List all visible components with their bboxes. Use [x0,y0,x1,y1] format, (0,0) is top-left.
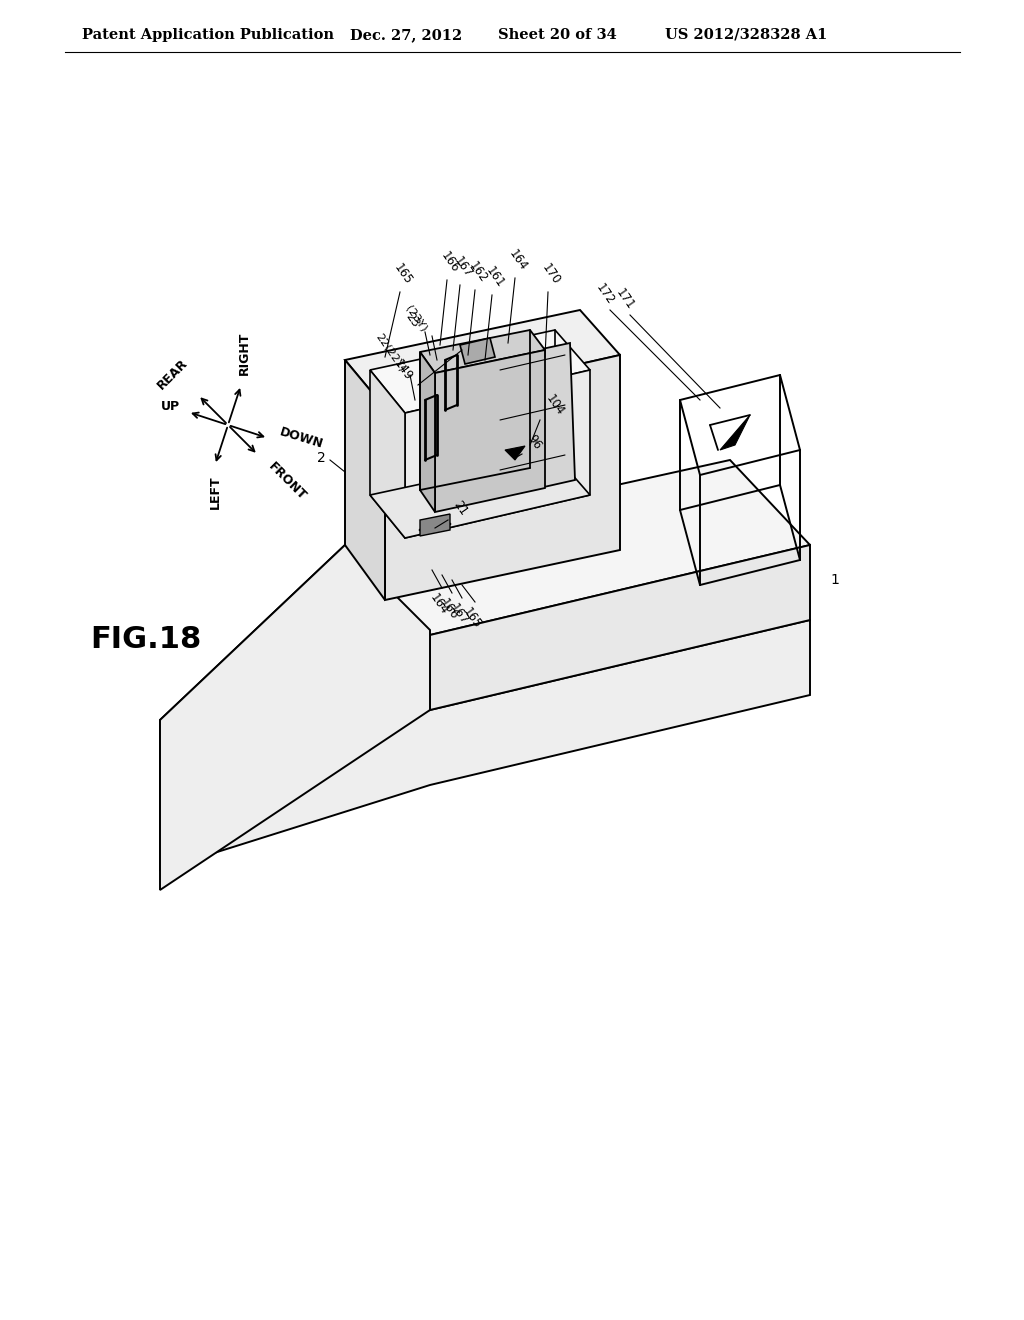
Text: 164: 164 [506,247,529,273]
Text: 104: 104 [543,392,566,418]
Polygon shape [345,459,810,635]
Text: 161: 161 [483,264,507,290]
Polygon shape [160,545,345,795]
Text: Patent Application Publication: Patent Application Publication [82,28,334,42]
Text: 165: 165 [391,261,415,286]
Text: FIG.18: FIG.18 [90,626,202,655]
Polygon shape [370,330,590,413]
Text: Sheet 20 of 34: Sheet 20 of 34 [498,28,616,42]
Polygon shape [370,370,406,539]
Polygon shape [345,360,385,601]
Text: 171: 171 [613,286,637,312]
Text: FRONT: FRONT [266,459,309,503]
Text: 166: 166 [437,597,461,622]
Text: 167: 167 [452,255,475,280]
Polygon shape [720,414,750,450]
Text: 172: 172 [593,281,616,308]
Text: 166: 166 [438,249,462,275]
Text: DOWN: DOWN [278,425,325,451]
Text: 167: 167 [447,601,471,627]
Text: (23Y): (23Y) [403,304,429,334]
Polygon shape [345,310,620,408]
Text: UP: UP [161,400,180,413]
Text: 22(22Y): 22(22Y) [374,331,407,374]
Text: 164: 164 [427,591,451,616]
Polygon shape [420,330,545,374]
Polygon shape [160,620,810,870]
Text: 149: 149 [391,358,415,383]
Text: 2: 2 [317,451,326,465]
Text: 162: 162 [466,259,489,285]
Text: Dec. 27, 2012: Dec. 27, 2012 [350,28,462,42]
Polygon shape [460,338,495,364]
Text: 165: 165 [460,605,483,631]
Polygon shape [430,545,810,710]
Text: US 2012/328328 A1: US 2012/328328 A1 [665,28,827,42]
Polygon shape [385,355,620,601]
Text: 1: 1 [830,573,839,587]
Polygon shape [406,370,590,539]
Polygon shape [435,350,545,512]
Polygon shape [505,446,525,459]
Text: LEFT: LEFT [209,475,221,508]
Text: 96: 96 [525,432,544,451]
Text: 23: 23 [402,310,422,330]
Polygon shape [160,545,430,890]
Polygon shape [420,352,435,512]
Text: 170: 170 [540,261,563,286]
Polygon shape [420,513,450,536]
Polygon shape [370,455,590,539]
Text: RIGHT: RIGHT [238,331,251,375]
Text: 21: 21 [451,498,470,517]
Text: REAR: REAR [155,356,190,392]
Polygon shape [490,343,575,498]
